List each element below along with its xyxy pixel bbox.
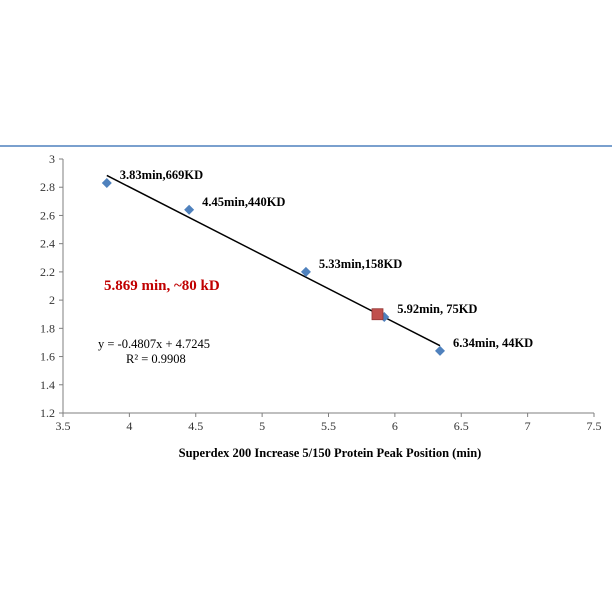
data-point <box>101 177 112 188</box>
x-tick-label: 4 <box>126 419 132 433</box>
x-tick-label: 7.5 <box>587 419 602 433</box>
y-tick-label: 2.8 <box>40 180 55 194</box>
highlight-marker <box>371 308 384 321</box>
y-tick-label: 2.2 <box>40 265 55 279</box>
x-tick-label: 4.5 <box>188 419 203 433</box>
r-squared: R² = 0.9908 <box>126 352 186 366</box>
trendline-equation: y = -0.4807x + 4.7245 <box>98 337 210 351</box>
data-point-label: 4.45min,440KD <box>202 195 285 209</box>
x-tick-label: 3.5 <box>56 419 71 433</box>
x-axis-label: Superdex 200 Increase 5/150 Protein Peak… <box>179 446 482 460</box>
y-tick-label: 2.4 <box>40 237 55 251</box>
x-axis-ticks: 3.5 4 4.5 5 5.5 6 6.5 7 7.5 <box>56 413 602 433</box>
y-tick-label: 2 <box>49 293 55 307</box>
highlight-text: 5.869 min, ~80 kD <box>104 278 220 294</box>
data-point-label: 6.34min, 44KD <box>453 336 533 350</box>
data-point <box>300 266 311 277</box>
y-tick-label: 1.8 <box>40 321 55 335</box>
x-tick-label: 6.5 <box>454 419 469 433</box>
data-point-label: 3.83min,669KD <box>120 168 203 182</box>
y-axis-ticks: 1.2 1.4 1.6 1.8 2 2.2 2.4 2.6 2.8 3 <box>40 152 63 420</box>
data-point <box>435 345 446 356</box>
x-tick-label: 5.5 <box>321 419 336 433</box>
y-tick-label: 1.6 <box>40 350 55 364</box>
y-tick-label: 2.6 <box>40 208 55 222</box>
x-tick-label: 5 <box>259 419 265 433</box>
y-tick-label: 1.2 <box>40 406 55 420</box>
data-point-label: 5.33min,158KD <box>319 257 402 271</box>
data-points <box>101 177 446 356</box>
data-point <box>184 204 195 215</box>
x-tick-label: 7 <box>525 419 531 433</box>
y-tick-label: 3 <box>49 152 55 166</box>
y-tick-label: 1.4 <box>40 378 55 392</box>
point-labels: 3.83min,669KD 4.45min,440KD 5.33min,158KD 5… <box>120 168 533 350</box>
x-tick-label: 6 <box>392 419 398 433</box>
data-point-label: 5.92min, 75KD <box>397 302 477 316</box>
